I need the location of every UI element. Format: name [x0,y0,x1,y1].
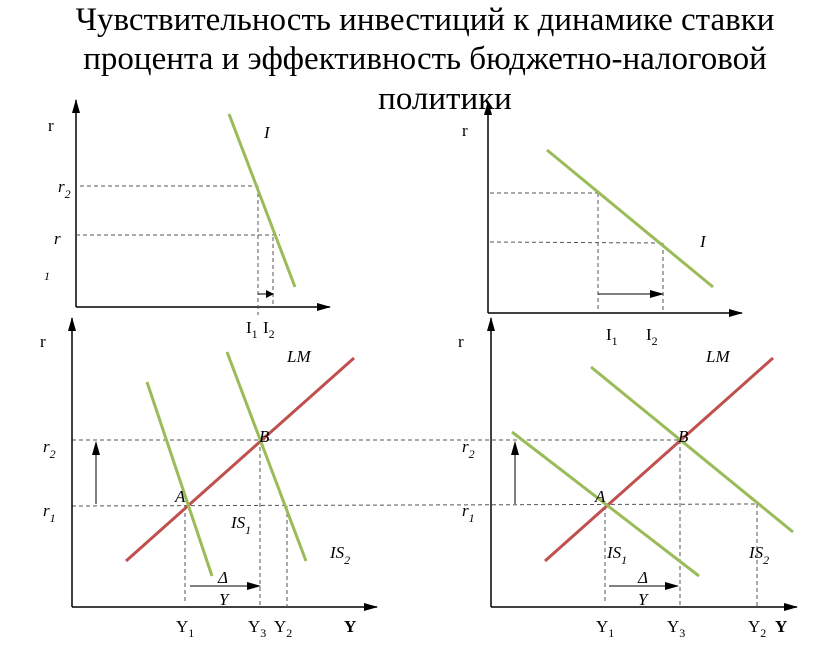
title-line-2: процента и эффективность бюджетно-налого… [83,41,767,77]
y-axis-label: Y [344,617,356,636]
lm-curve [544,356,774,563]
r2-label: r2 [58,177,71,201]
bottom-left-is-lm-chart: r r2 r1 LM A B IS1 IS2 Δ Y Y1 Y3 Y2 Y [40,317,378,640]
y-axis-label: Y [775,617,787,636]
r1-label: r1 [462,501,475,525]
point-b-label: B [678,427,689,446]
investment-curve [546,148,714,289]
i2-label: I2 [263,318,275,341]
lm-curve [125,356,355,563]
investment-curve-label: I [263,123,271,142]
point-b-label: B [259,427,270,446]
is1-label: IS1 [230,513,251,537]
is1-curve [511,430,700,578]
point-a-label: A [594,487,606,506]
investment-curve-label: I [699,232,707,251]
is2-label: IS2 [748,543,769,567]
is2-curve [590,365,794,534]
i1-label: I1 [606,325,618,348]
title-line-1: Чувствительность инвестиций к динамике с… [76,2,775,38]
y1-label: Y1 [176,617,194,640]
y3-label: Y3 [248,617,266,640]
bottom-right-is-lm-chart: r r2 r1 LM A B IS1 IS2 Δ Y Y1 Y3 Y2 Y [458,317,798,640]
r2-label: r2 [43,437,56,461]
title-line-3: политики [378,81,512,117]
is2-label: IS2 [329,543,350,567]
r1-subscript: 1 [44,269,50,283]
point-a-label: A [174,487,186,506]
is1-label: IS1 [606,543,627,567]
top-right-investment-chart: r I I1 I2 [462,101,743,348]
i1-label: I1 [246,318,258,341]
y2-label: Y2 [748,617,766,640]
r2-label: r2 [462,437,475,461]
investment-curve [227,113,297,288]
is2-curve [225,351,308,562]
delta-label: Δ [217,568,228,587]
lm-label: LM [705,347,730,366]
lm-label: LM [286,347,311,366]
delta-y-label: Y [219,590,230,609]
r-axis-label: r [462,121,468,140]
delta-y-label: Y [638,590,649,609]
r1-label: r [54,229,61,248]
i2-label: I2 [646,325,658,348]
r-axis-label: r [48,116,54,135]
r-axis-label: r [458,332,464,351]
r1-guide [489,241,664,244]
delta-label: Δ [637,568,648,587]
top-left-investment-chart: r r2 r 1 I I1 I2 [44,99,331,341]
y1-label: Y1 [596,617,614,640]
is1-curve [145,381,214,577]
y2-label: Y2 [274,617,292,640]
y3-label: Y3 [667,617,685,640]
r1-label: r1 [43,501,56,525]
r-axis-label: r [40,332,46,351]
